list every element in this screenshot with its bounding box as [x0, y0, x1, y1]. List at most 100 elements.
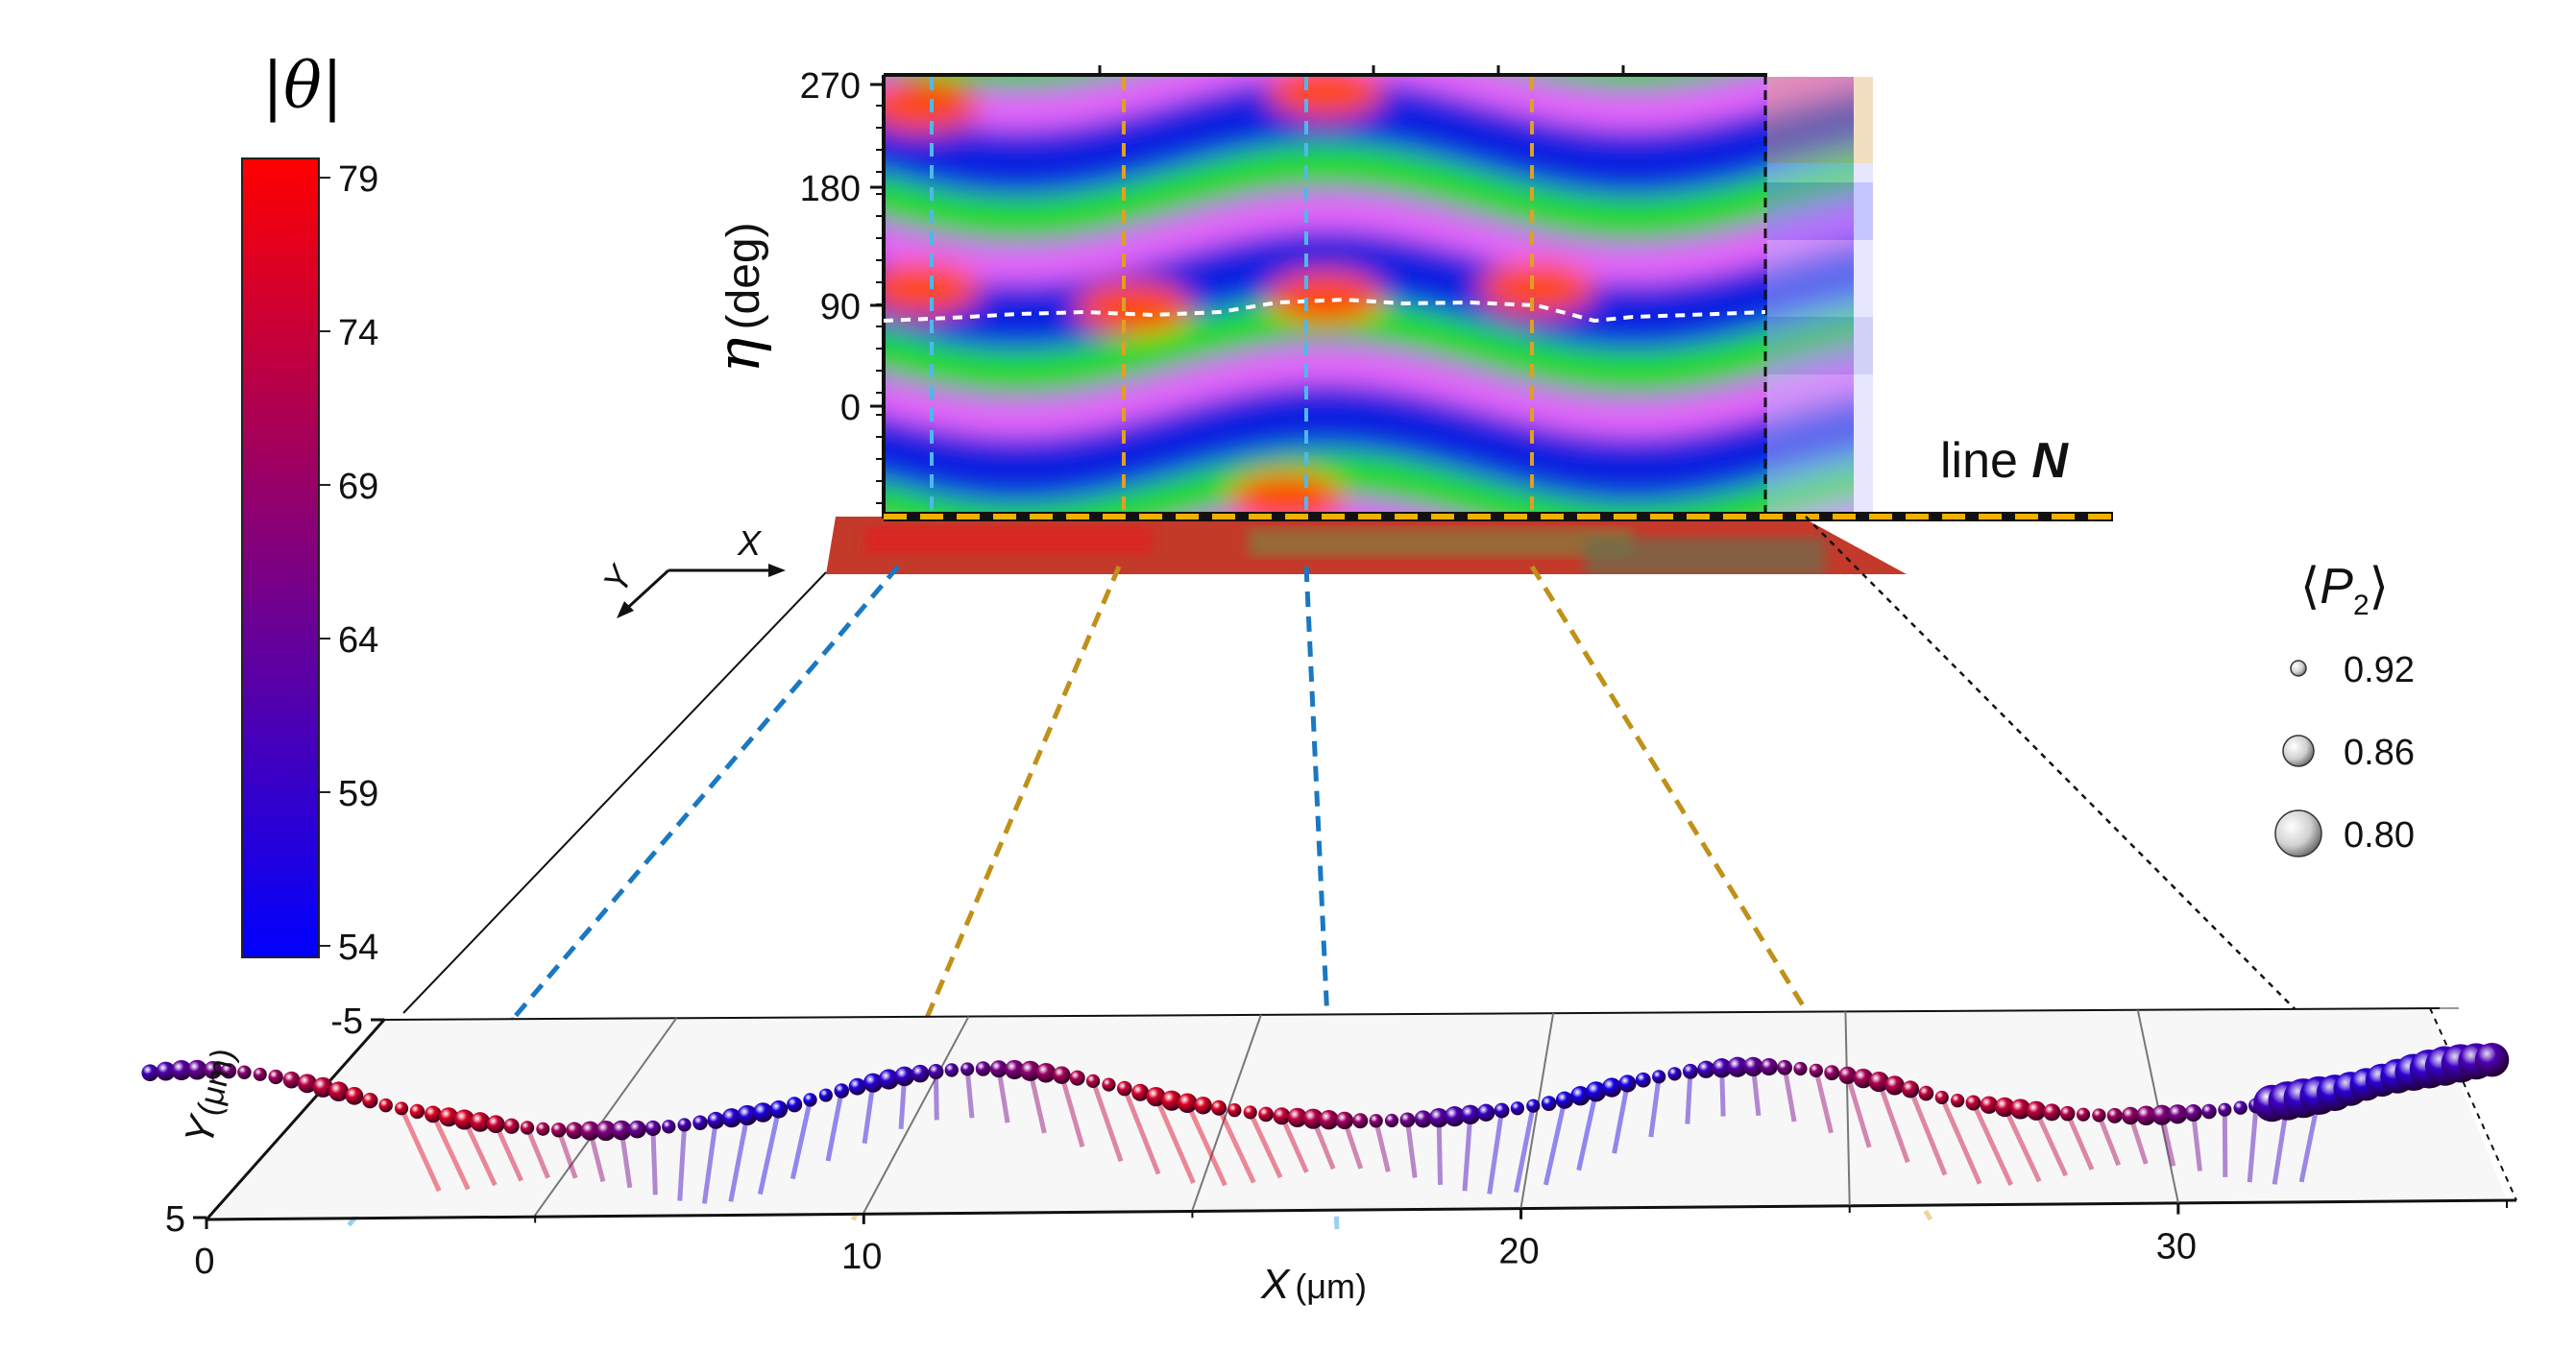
data-point-sphere — [2026, 1100, 2047, 1121]
data-point-sphere — [1727, 1056, 1748, 1077]
orientation-stem — [1813, 1070, 1834, 1134]
data-point-sphere — [803, 1093, 817, 1107]
orientation-stem — [1908, 1088, 1948, 1176]
data-point-sphere — [536, 1122, 550, 1136]
data-point-sphere — [1178, 1093, 1198, 1113]
line-n-label: line N — [1940, 433, 2069, 489]
data-point-sphere — [2043, 1103, 2061, 1122]
data-point-sphere — [1838, 1066, 1857, 1085]
orientation-stem — [430, 1113, 471, 1191]
data-point-sphere — [566, 1122, 583, 1140]
orientation-stem — [825, 1090, 844, 1162]
data-point-sphere — [2121, 1106, 2140, 1125]
data-point-sphere — [2106, 1107, 2123, 1123]
data-point-sphere — [395, 1101, 409, 1116]
data-point-sphere — [1319, 1109, 1339, 1130]
p2-legend: ⟨P2⟩ 0.92 0.86 0.80 — [2274, 559, 2415, 857]
data-point-sphere — [1444, 1106, 1466, 1127]
data-point-sphere — [1884, 1075, 1905, 1096]
data-point-sphere — [312, 1076, 333, 1098]
data-point-sphere — [1460, 1104, 1481, 1125]
data-point-sphere — [1414, 1110, 1432, 1128]
data-point-sphere — [362, 1093, 378, 1109]
orientation-stem — [1971, 1101, 2014, 1186]
data-point-sphere — [677, 1118, 692, 1132]
colorbar: |θ| 79 74 69 64 59 54 — [241, 49, 378, 968]
orientation-stem — [1028, 1070, 1047, 1134]
orientation-stem — [1845, 1074, 1872, 1148]
data-point-sphere — [1227, 1103, 1242, 1118]
data-point-sphere — [975, 1061, 991, 1076]
orientation-stem — [2247, 1105, 2259, 1183]
data-point-sphere — [156, 1061, 176, 1081]
axis-glyph-x: X — [737, 523, 763, 563]
data-point-sphere — [2059, 1105, 2076, 1122]
legend-sphere — [2282, 735, 2315, 767]
orientation-stem — [524, 1126, 550, 1179]
data-point-sphere — [1494, 1102, 1510, 1119]
data-point-sphere — [911, 1064, 930, 1083]
data-point-sphere — [1601, 1077, 1622, 1098]
orientation-stem — [1685, 1071, 1693, 1124]
data-point-sphere — [1824, 1065, 1840, 1081]
data-point-sphere — [834, 1083, 850, 1098]
data-point-sphere — [787, 1097, 803, 1113]
data-point-sphere — [644, 1120, 661, 1137]
legend-sphere — [2274, 809, 2322, 857]
orientation-stem — [1543, 1099, 1567, 1186]
data-point-sphere — [721, 1108, 741, 1128]
data-point-sphere — [1161, 1090, 1182, 1111]
data-point-sphere — [2168, 1104, 2188, 1124]
data-point-sphere — [1994, 1097, 2015, 1118]
data-point-sphere — [1399, 1112, 1416, 1128]
x-tick-label: 30 — [2156, 1227, 2197, 1268]
x-axis-label: X (μm) — [1260, 1261, 1367, 1308]
orientation-stem — [1373, 1120, 1391, 1172]
data-point-sphere — [1131, 1083, 1150, 1101]
data-point-sphere — [1667, 1067, 1682, 1081]
data-point-sphere — [204, 1060, 223, 1079]
data-point-sphere — [486, 1115, 505, 1134]
orientation-stem — [1939, 1096, 1982, 1185]
x-tick-label: 20 — [1498, 1232, 1539, 1272]
data-point-sphere — [2474, 1042, 2510, 1077]
data-point-sphere — [453, 1109, 475, 1130]
data-point-sphere — [769, 1100, 789, 1119]
data-point-sphere — [2076, 1107, 2091, 1122]
orientation-stem — [556, 1128, 578, 1179]
data-point-sphere — [1950, 1094, 1965, 1108]
x-tick-label: 0 — [194, 1242, 214, 1282]
plot-3d: 0 10 20 30 -5 5 X (μm) Y(μm) — [141, 1002, 2517, 1308]
data-point-sphere — [1273, 1107, 1291, 1125]
data-point-sphere — [409, 1103, 425, 1120]
data-point-sphere — [580, 1121, 600, 1141]
data-point-sphere — [1934, 1090, 1949, 1105]
orientation-stem — [728, 1114, 750, 1202]
data-point-sphere — [1428, 1107, 1449, 1128]
data-point-sphere — [1809, 1063, 1823, 1077]
orientation-stem — [1090, 1080, 1124, 1163]
data-point-sphere — [2092, 1108, 2106, 1123]
data-point-sphere — [611, 1120, 632, 1141]
data-point-sphere — [1618, 1074, 1637, 1093]
y-tick-label: -5 — [330, 1002, 363, 1042]
data-point-sphere — [282, 1071, 301, 1089]
heatmap-ytick-label: 270 — [800, 66, 861, 107]
data-point-sphere — [1035, 1062, 1057, 1083]
data-point-sphere — [439, 1107, 459, 1127]
data-point-sphere — [1335, 1111, 1354, 1130]
orientation-stem — [1248, 1111, 1283, 1179]
orientation-stem — [1058, 1074, 1085, 1147]
data-point-sphere — [1146, 1087, 1166, 1107]
colorbar-tick-label: 59 — [338, 774, 378, 814]
orientation-stem — [1122, 1087, 1161, 1175]
colorbar-tick-label: 79 — [338, 159, 378, 200]
orientation-stem — [1404, 1120, 1418, 1178]
orientation-stem — [1612, 1083, 1630, 1154]
orientation-stem — [2097, 1114, 2122, 1167]
orientation-stem — [1782, 1067, 1797, 1123]
data-point-sphere — [171, 1059, 192, 1081]
data-point-sphere — [1116, 1080, 1132, 1097]
data-point-sphere — [1868, 1071, 1889, 1093]
orientation-stem — [462, 1118, 498, 1187]
